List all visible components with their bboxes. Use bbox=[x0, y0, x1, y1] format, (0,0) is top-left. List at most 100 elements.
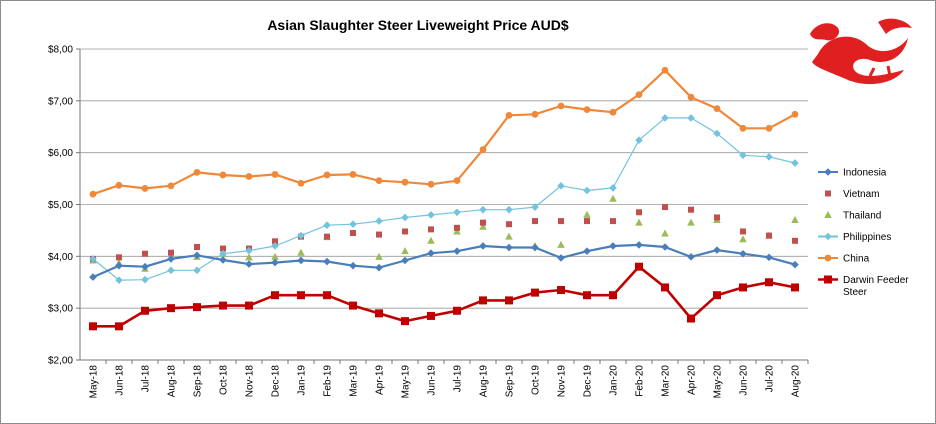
data-point-diamond bbox=[141, 275, 149, 284]
data-point-square bbox=[115, 322, 123, 331]
data-point-circle bbox=[739, 124, 747, 132]
x-tick-label: Jun-18 bbox=[115, 365, 126, 396]
data-point-diamond bbox=[427, 211, 435, 219]
legend-item: Philippines bbox=[818, 232, 891, 243]
data-point-triangle bbox=[505, 232, 513, 240]
data-point-diamond bbox=[245, 246, 253, 255]
data-point-square bbox=[636, 209, 642, 216]
data-point-square bbox=[824, 275, 832, 284]
data-point-circle bbox=[453, 177, 461, 185]
data-point-square bbox=[766, 232, 772, 239]
data-point-diamond bbox=[193, 266, 201, 275]
data-point-square bbox=[142, 250, 148, 257]
data-point-square bbox=[791, 283, 799, 292]
data-point-circle bbox=[557, 102, 565, 110]
data-point-circle bbox=[401, 178, 409, 186]
data-point-diamond bbox=[375, 263, 383, 272]
x-tick-label: May-18 bbox=[89, 365, 100, 399]
data-point-square bbox=[375, 309, 383, 318]
data-point-circle bbox=[375, 177, 383, 185]
data-point-square bbox=[688, 206, 694, 213]
data-point-diamond bbox=[557, 254, 565, 262]
data-point-square bbox=[194, 244, 200, 251]
series-darwin-feeder-steer bbox=[89, 262, 799, 331]
data-point-square bbox=[825, 190, 831, 197]
legend-label: Philippines bbox=[843, 232, 891, 243]
data-point-diamond bbox=[583, 247, 591, 255]
series-china bbox=[89, 66, 799, 198]
data-point-square bbox=[531, 288, 539, 297]
data-point-square bbox=[661, 283, 669, 292]
data-point-diamond bbox=[323, 221, 331, 230]
data-point-diamond bbox=[375, 217, 383, 225]
x-tick-label: Oct-19 bbox=[531, 365, 542, 395]
data-point-diamond bbox=[531, 203, 539, 211]
data-point-circle bbox=[167, 182, 175, 190]
x-tick-label: Aug-18 bbox=[167, 365, 178, 398]
data-point-circle bbox=[479, 146, 487, 153]
data-point-diamond bbox=[427, 249, 435, 258]
data-point-diamond bbox=[193, 251, 201, 260]
data-point-square bbox=[323, 291, 331, 300]
x-tick-label: Jan-20 bbox=[609, 365, 620, 396]
data-point-square bbox=[454, 224, 460, 231]
y-tick-label: $4,00 bbox=[48, 252, 73, 263]
data-point-square bbox=[324, 233, 330, 240]
data-point-circle bbox=[349, 171, 357, 178]
data-point-diamond bbox=[89, 255, 97, 263]
data-point-diamond bbox=[739, 151, 747, 160]
data-point-diamond bbox=[323, 257, 331, 266]
x-tick-label: Dec-18 bbox=[271, 365, 282, 398]
data-point-square bbox=[297, 291, 305, 300]
legend-item: Thailand bbox=[824, 211, 881, 222]
data-point-circle bbox=[297, 179, 305, 187]
legend-label: Darwin Feeder bbox=[843, 275, 909, 286]
y-tick-label: $2,00 bbox=[48, 356, 73, 367]
data-point-square bbox=[220, 245, 226, 252]
x-tick-label: Oct-18 bbox=[219, 365, 230, 395]
data-point-diamond bbox=[791, 260, 799, 269]
data-point-diamond bbox=[531, 243, 539, 252]
data-point-diamond bbox=[115, 261, 123, 270]
data-point-triangle bbox=[375, 252, 383, 260]
data-point-diamond bbox=[401, 213, 409, 222]
data-point-triangle bbox=[583, 210, 591, 218]
x-tick-label: Jun-20 bbox=[739, 365, 750, 396]
data-point-diamond bbox=[557, 182, 565, 190]
data-point-triangle bbox=[557, 240, 565, 248]
data-point-square bbox=[765, 278, 773, 287]
y-tick-label: $6,00 bbox=[48, 148, 73, 159]
data-point-circle bbox=[765, 124, 773, 132]
data-point-diamond bbox=[505, 243, 513, 252]
data-point-diamond bbox=[609, 242, 617, 250]
data-point-square bbox=[792, 237, 798, 244]
data-point-triangle bbox=[453, 227, 461, 235]
data-point-square bbox=[272, 238, 278, 245]
data-point-diamond bbox=[635, 136, 643, 145]
data-point-square bbox=[584, 218, 590, 225]
data-point-circle bbox=[271, 171, 279, 178]
data-point-triangle bbox=[739, 235, 747, 243]
data-point-circle bbox=[115, 181, 123, 189]
data-point-diamond bbox=[739, 249, 747, 258]
legend-label: Thailand bbox=[843, 211, 881, 222]
data-point-diamond bbox=[219, 249, 227, 258]
legend-item: Vietnam bbox=[825, 189, 880, 200]
data-point-diamond bbox=[401, 256, 409, 265]
data-point-square bbox=[687, 314, 695, 323]
legend: Indonesia Vietnam Thailand Philippines China… bbox=[818, 168, 909, 298]
data-point-diamond bbox=[245, 260, 253, 268]
x-tick-label: Sep-18 bbox=[193, 365, 204, 398]
data-point-diamond bbox=[89, 273, 97, 281]
data-point-square bbox=[714, 214, 720, 221]
data-point-circle bbox=[193, 168, 201, 176]
x-tick-label: Aug-20 bbox=[791, 365, 802, 398]
data-point-square bbox=[350, 230, 356, 237]
data-point-circle bbox=[583, 106, 591, 114]
data-point-diamond bbox=[349, 261, 357, 270]
x-tick-label: Mar-19 bbox=[349, 365, 360, 397]
data-point-square bbox=[739, 283, 747, 292]
data-point-square bbox=[245, 301, 253, 310]
